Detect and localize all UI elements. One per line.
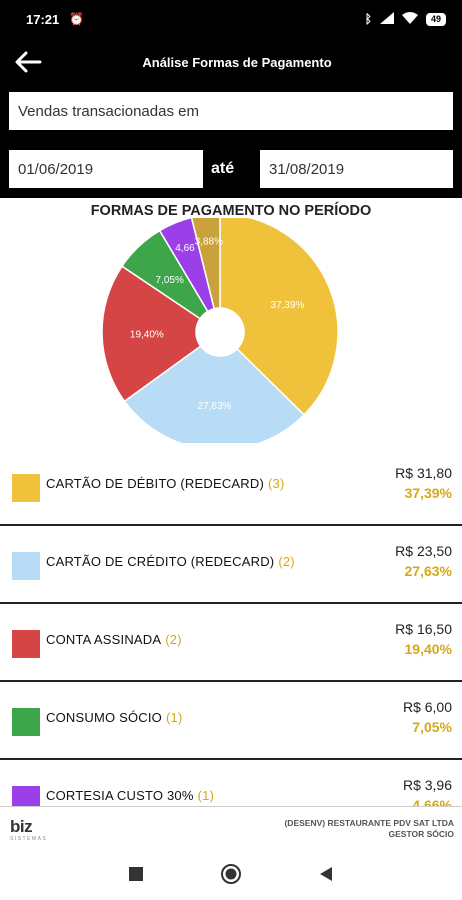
recents-button[interactable]: [124, 862, 148, 886]
payment-percent: 7,05%: [412, 719, 452, 735]
payment-method-name: CONSUMO SÓCIO (1): [46, 710, 183, 725]
chart-title: FORMAS DE PAGAMENTO NO PERÍODO: [90, 203, 372, 219]
payment-pie-chart: 37,39% 27,63% 19,40% 7,05% 4,663,88%: [101, 218, 339, 443]
circle-icon: [221, 864, 241, 884]
payment-method-name: CARTÃO DE DÉBITO (REDECARD) (3): [46, 476, 285, 491]
square-icon: [129, 867, 143, 881]
app-bar: Análise Formas de Pagamento: [0, 38, 462, 86]
arrow-left-icon: [15, 51, 42, 73]
transaction-count: (2): [278, 554, 295, 569]
color-swatch: [12, 708, 40, 736]
list-item[interactable]: CARTÃO DE CRÉDITO (REDECARD) (2) R$ 23,50…: [0, 526, 462, 604]
transaction-count: (1): [166, 710, 183, 725]
triangle-left-icon: [320, 867, 332, 881]
payment-percent: 37,39%: [404, 485, 452, 501]
payment-percent: 4,66%: [412, 797, 452, 806]
system-nav-bar: [0, 844, 462, 900]
list-item[interactable]: CARTÃO DE DÉBITO (REDECARD) (3) R$ 31,80 …: [0, 448, 462, 526]
color-swatch: [12, 552, 40, 580]
pie-slice-label: 3,88%: [195, 237, 223, 248]
back-button[interactable]: [4, 38, 52, 86]
alarm-off-icon: ⏰: [69, 12, 85, 26]
wifi-icon: [401, 11, 418, 27]
pie-slice-label: 37,39%: [271, 300, 305, 311]
payment-method-name: CORTESIA CUSTO 30% (1): [46, 788, 215, 803]
transaction-count: (2): [165, 632, 182, 647]
battery-icon: 49: [425, 12, 446, 26]
payment-method-name: CARTÃO DE CRÉDITO (REDECARD) (2): [46, 554, 295, 569]
signal-icon: [379, 11, 394, 27]
pie-slice[interactable]: [123, 345, 306, 443]
payment-percent: 19,40%: [404, 641, 452, 657]
date-from-field[interactable]: 01/06/2019: [9, 150, 203, 188]
pie-slice[interactable]: [190, 218, 221, 310]
pie-slice-label: 7,05%: [156, 275, 184, 286]
back-nav-button[interactable]: [314, 862, 338, 886]
payment-list: CARTÃO DE DÉBITO (REDECARD) (3) R$ 31,80 …: [0, 448, 462, 806]
user-role: GESTOR SÓCIO: [388, 829, 455, 839]
bluetooth-icon: ᛒ: [364, 12, 372, 26]
date-separator: até: [211, 160, 235, 177]
pie-slice-label: 4,66: [175, 243, 195, 254]
sales-type-field[interactable]: Vendas transacionadas em: [9, 92, 453, 130]
date-to-field[interactable]: 31/08/2019: [260, 150, 453, 188]
list-item[interactable]: CONSUMO SÓCIO (1) R$ 6,00 7,05%: [0, 682, 462, 760]
transaction-count: (3): [268, 476, 285, 491]
payment-percent: 27,63%: [404, 563, 452, 579]
list-item[interactable]: CORTESIA CUSTO 30% (1) R$ 3,96 4,66%: [0, 760, 462, 806]
status-bar: 17:21 ⏰ ᛒ 49: [0, 0, 462, 38]
pie-slice[interactable]: [101, 265, 202, 403]
color-swatch: [12, 630, 40, 658]
color-swatch: [12, 786, 40, 806]
company-name: (DESENV) RESTAURANTE PDV SAT LTDA: [284, 818, 454, 828]
company-info: (DESENV) RESTAURANTE PDV SAT LTDA GESTOR…: [284, 818, 454, 840]
payment-value: R$ 23,50: [395, 543, 452, 559]
footer: biz SISTEMAS (DESENV) RESTAURANTE PDV SA…: [0, 806, 462, 844]
pie-slice-label: 27,63%: [198, 401, 232, 412]
home-button[interactable]: [219, 862, 243, 886]
logo-subtitle: SISTEMAS: [10, 836, 48, 842]
color-swatch: [12, 474, 40, 502]
biz-logo: biz: [10, 817, 33, 836]
pie-slice-label: 19,40%: [130, 329, 164, 340]
page-title: Análise Formas de Pagamento: [142, 54, 332, 70]
pie-slice[interactable]: [219, 218, 339, 416]
status-time: 17:21: [26, 11, 60, 27]
payment-value: R$ 31,80: [395, 465, 452, 481]
payment-value: R$ 3,96: [402, 777, 452, 793]
payment-value: R$ 16,50: [395, 621, 452, 637]
list-item[interactable]: CONTA ASSINADA (2) R$ 16,50 19,40%: [0, 604, 462, 682]
payment-value: R$ 6,00: [402, 699, 452, 715]
transaction-count: (1): [197, 788, 215, 803]
payment-method-name: CONTA ASSINADA (2): [46, 632, 182, 647]
